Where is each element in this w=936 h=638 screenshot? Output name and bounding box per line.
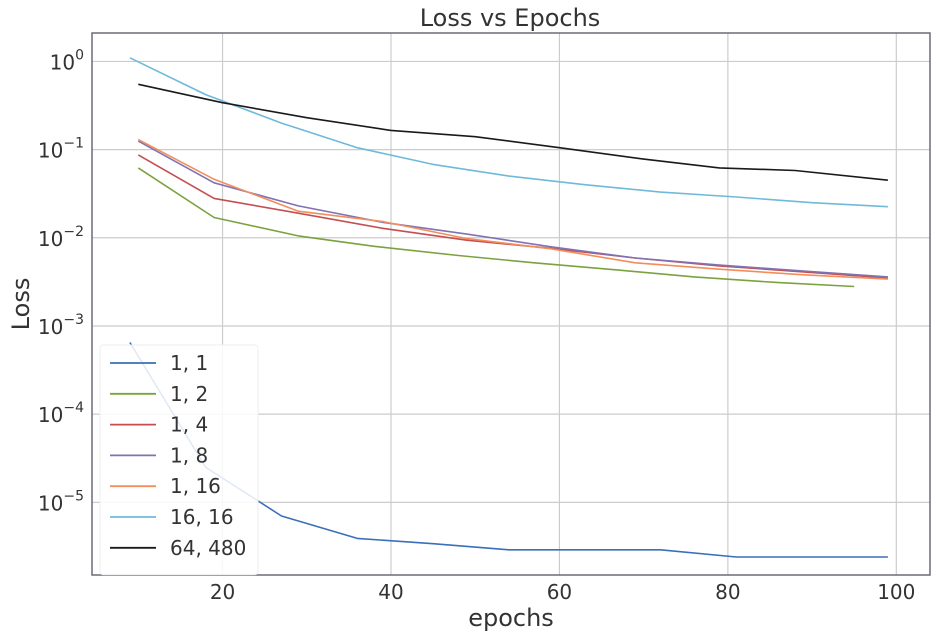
- y-tick-labels: 10−5 10−4 10−3 10−2 10−1 100: [38, 47, 84, 515]
- series-line-1-4: [137, 154, 888, 279]
- legend-label: 16, 16: [170, 505, 234, 529]
- plot-frame: [91, 32, 931, 576]
- legend-label: 1, 2: [170, 382, 208, 406]
- y-tick-label: 10−5: [38, 488, 84, 515]
- series-line-64-480: [138, 83, 888, 181]
- series-line-16-16: [129, 57, 888, 208]
- x-axis-label: epochs: [468, 604, 554, 632]
- y-tick-label: 10−1: [38, 136, 84, 163]
- y-tick-label: 10−2: [38, 224, 84, 251]
- legend-label: 1, 1: [170, 351, 208, 375]
- legend-label: 64, 480: [170, 536, 246, 560]
- legend-label: 1, 8: [170, 443, 208, 467]
- y-tick-label: 10−3: [38, 312, 84, 339]
- series-line-1-8: [137, 140, 888, 278]
- series-line-1-2: [137, 167, 855, 288]
- series-line-1-16: [137, 138, 888, 280]
- y-axis-label: Loss: [7, 278, 35, 331]
- x-tick-labels: 20 40 60 80 100: [210, 580, 916, 604]
- x-tick-label: 60: [547, 580, 572, 604]
- x-tick-label: 100: [877, 580, 915, 604]
- legend-label: 1, 16: [170, 474, 221, 498]
- x-tick-label: 40: [378, 580, 403, 604]
- chart-title: Loss vs Epochs: [420, 4, 601, 32]
- y-tick-label: 10−4: [38, 400, 84, 427]
- legend-label: 1, 4: [170, 413, 208, 437]
- legend: 1, 1 1, 2 1, 4 1, 8 1, 16 16, 16 64, 480: [99, 344, 259, 576]
- x-tick-label: 20: [210, 580, 235, 604]
- y-tick-label: 100: [50, 47, 84, 74]
- x-tick-label: 80: [715, 580, 740, 604]
